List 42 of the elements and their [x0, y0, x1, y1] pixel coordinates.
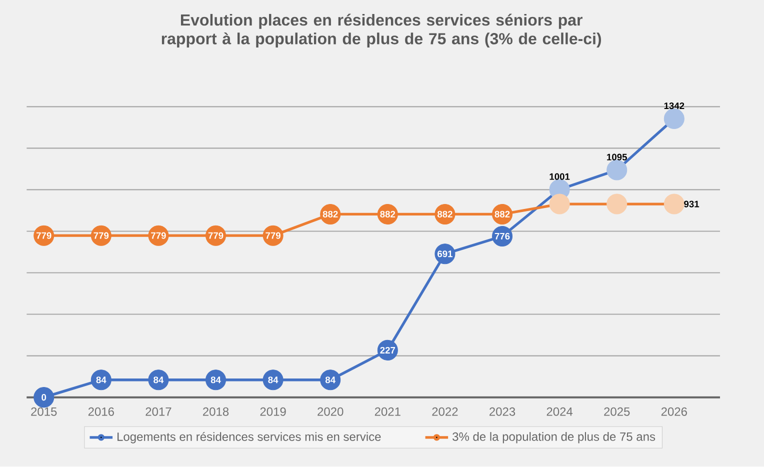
data-label: 779	[266, 232, 280, 240]
data-label: 84	[154, 376, 164, 384]
data-label: 0	[42, 394, 46, 401]
legend-label: 3% de la population de plus de 75 ans	[452, 432, 656, 444]
x-tick-label: 2024	[546, 408, 573, 416]
data-label: 882	[380, 211, 396, 218]
x-tick-label: 2019	[260, 408, 286, 416]
data-label: 227	[380, 347, 396, 354]
data-label: 779	[208, 232, 224, 240]
point	[664, 194, 684, 214]
data-label: 882	[322, 211, 338, 218]
data-label: 84	[268, 376, 278, 384]
data-label: 882	[437, 211, 452, 218]
data-label: 882	[494, 211, 510, 218]
x-tick-label: 2017	[146, 408, 172, 416]
x-tick-label: 2022	[432, 408, 458, 416]
x-tick-label: 2023	[490, 408, 516, 416]
data-label: 84	[325, 376, 336, 384]
point	[606, 160, 628, 180]
data-label: 84	[210, 376, 221, 384]
x-tick-label: 2026	[661, 408, 687, 416]
data-label: 776	[494, 233, 510, 240]
data-label: 1001	[550, 173, 570, 180]
x-tick-label: 2020	[318, 408, 344, 416]
data-label: 779	[94, 232, 109, 240]
point	[606, 194, 628, 214]
data-label: 779	[36, 232, 52, 240]
x-tick-label: 2021	[374, 408, 400, 416]
legend-label: Logements en résidences services mis en service	[118, 432, 381, 444]
data-label: 84	[96, 376, 106, 384]
data-label: 691	[438, 250, 452, 258]
data-label: 1342	[664, 102, 684, 110]
chart-title: Evolution places en résidences services séniors par rapport à la population de plus de 75 ans (3% de celle-ci)	[162, 14, 602, 48]
point	[549, 194, 570, 214]
point	[664, 108, 684, 130]
data-label: 931	[684, 200, 700, 208]
data-label: 779	[151, 232, 166, 240]
x-tick-label: 2018	[203, 408, 229, 416]
data-label: 1095	[607, 154, 627, 161]
x-tick-label: 2015	[31, 408, 57, 416]
x-tick-label: 2016	[88, 408, 114, 416]
x-tick-label: 2025	[604, 408, 630, 416]
